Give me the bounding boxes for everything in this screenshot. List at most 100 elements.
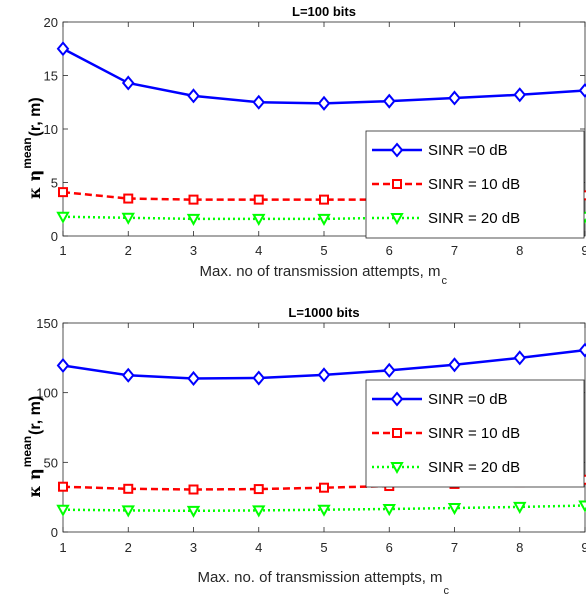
data-point — [578, 500, 586, 513]
data-point — [121, 212, 135, 225]
y-axis-label-symbol: κ η — [25, 468, 44, 497]
legend-label: SINR =0 dB — [428, 391, 508, 408]
y-tick-label: 0 — [51, 525, 58, 540]
legend-marker — [390, 462, 404, 475]
y-tick-label: 50 — [44, 455, 58, 470]
chart-title: L=100 bits — [292, 4, 356, 19]
data-point — [319, 194, 329, 205]
x-axis-label-subscript: c — [441, 275, 447, 287]
data-point — [513, 350, 527, 366]
y-axis-label: κ η mean(r, m) — [20, 97, 44, 199]
x-tick-label: 9 — [581, 243, 586, 258]
data-point — [187, 370, 200, 387]
data-point — [121, 505, 135, 518]
data-point — [448, 357, 461, 373]
chart-title: L=1000 bits — [288, 305, 359, 320]
data-point — [252, 213, 266, 226]
x-axis-label: Max. no of transmission attempts, m — [200, 263, 441, 280]
data-point — [513, 501, 527, 514]
y-tick-label: 150 — [36, 316, 58, 331]
x-tick-label: 1 — [59, 540, 66, 555]
data-point — [188, 484, 199, 495]
y-axis-label-tail: (r, m) — [27, 396, 44, 435]
data-point — [317, 504, 331, 517]
data-point — [56, 504, 70, 517]
x-tick-label: 5 — [320, 540, 327, 555]
data-point — [187, 88, 200, 104]
y-tick-label: 100 — [36, 386, 58, 401]
data-point — [252, 94, 266, 110]
data-point — [121, 75, 135, 91]
x-tick-label: 2 — [125, 540, 132, 555]
x-tick-label: 7 — [451, 540, 458, 555]
legend-label: SINR = 20 dB — [428, 459, 520, 476]
series-1 — [56, 41, 586, 111]
y-tick-label: 15 — [44, 69, 58, 84]
data-point — [58, 481, 68, 492]
x-tick-label: 4 — [255, 243, 262, 258]
legend-marker — [390, 391, 404, 407]
y-axis-label-tail: (r, m) — [27, 97, 44, 136]
x-tick-label: 7 — [451, 243, 458, 258]
data-point — [578, 342, 586, 358]
legend-label: SINR =0 dB — [428, 142, 508, 159]
data-point — [121, 367, 135, 383]
legend: SINR =0 dB SINR = 10 dB SINR = 20 dB — [365, 130, 585, 239]
chart-panel-1: L=100 bits 1 2 3 4 5 6 7 8 9 0 5 10 15 20 Max. no of tr… — [20, 4, 586, 287]
data-point — [317, 367, 331, 383]
data-point — [56, 211, 70, 224]
data-point — [252, 370, 266, 386]
x-tick-label: 4 — [255, 540, 262, 555]
x-tick-label: 3 — [190, 243, 197, 258]
y-tick-label: 20 — [44, 15, 58, 30]
legend-label: SINR = 10 dB — [428, 176, 520, 193]
data-point — [123, 483, 134, 494]
y-tick-label: 5 — [51, 176, 58, 191]
x-tick-label: 3 — [190, 540, 197, 555]
data-point — [188, 194, 199, 205]
data-point — [317, 213, 331, 226]
y-axis-label-symbol: κ η — [25, 170, 44, 199]
y-tick-label: 0 — [51, 229, 58, 244]
y-axis-label-superscript: mean — [20, 137, 34, 168]
series-1 — [56, 342, 586, 387]
data-point — [448, 90, 461, 106]
data-point — [186, 505, 201, 518]
legend-marker — [390, 213, 404, 226]
x-tick-label: 5 — [320, 243, 327, 258]
data-point — [56, 357, 70, 374]
data-point — [252, 505, 266, 518]
data-point — [56, 41, 70, 57]
x-tick-label: 6 — [386, 243, 393, 258]
data-point — [253, 484, 264, 495]
x-tick-label: 8 — [516, 540, 523, 555]
data-point — [578, 82, 586, 99]
chart-panel-2: L=1000 bits 1 2 3 4 5 6 7 8 9 0 50 100 150 Max. no. of… — [20, 305, 586, 597]
legend-label: SINR = 10 dB — [428, 425, 520, 442]
x-tick-label: 2 — [125, 243, 132, 258]
data-point — [319, 482, 329, 493]
y-axis-label-superscript: mean — [20, 436, 34, 467]
legend-marker — [392, 428, 402, 438]
legend: SINR =0 dB SINR = 10 dB SINR = 20 dB — [365, 379, 585, 488]
x-axis-label: Max. no. of transmission attempts, m — [197, 569, 442, 586]
data-point — [382, 93, 396, 109]
data-point — [382, 362, 396, 378]
data-point — [447, 503, 462, 516]
legend-marker — [390, 142, 404, 158]
data-point — [317, 95, 331, 111]
data-point — [382, 504, 396, 517]
data-point — [186, 213, 201, 226]
x-tick-label: 9 — [581, 540, 586, 555]
x-tick-label: 8 — [516, 243, 523, 258]
series-3 — [56, 500, 586, 518]
data-point — [58, 187, 68, 198]
x-axis-label-subscript: c — [444, 585, 450, 597]
data-point — [123, 193, 134, 204]
x-tick-label: 6 — [386, 540, 393, 555]
y-tick-label: 10 — [44, 122, 58, 137]
data-point — [513, 87, 527, 103]
data-point — [253, 194, 264, 205]
